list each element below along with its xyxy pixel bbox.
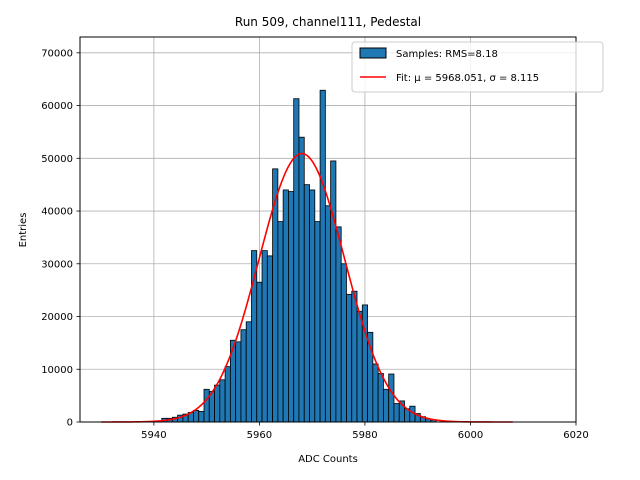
histogram-bar	[361, 304, 368, 423]
y-tick-label: 0	[67, 418, 73, 429]
x-tick-label: 5960	[247, 430, 272, 441]
histogram-bar	[224, 366, 231, 423]
legend: Samples: RMS=8.18 Fit: μ = 5968.051, σ =…	[351, 41, 604, 93]
y-axis-title: Entries	[18, 213, 29, 248]
x-axis-title: ADC Counts	[298, 454, 358, 465]
y-tick-label: 30000	[41, 259, 73, 270]
y-tick-label: 70000	[41, 48, 73, 59]
histogram-bar	[335, 226, 342, 423]
histogram-bar	[219, 379, 226, 423]
x-tick-label: 6020	[563, 430, 588, 441]
fit-curve	[101, 152, 513, 423]
y-tick-label: 60000	[41, 101, 73, 112]
legend-histogram-swatch	[359, 47, 387, 59]
histogram-bar	[240, 329, 247, 423]
x-tick-label: 6000	[458, 430, 483, 441]
x-axis: 5940 5960 5980 6000 6020	[141, 422, 589, 441]
histogram-bar	[214, 384, 221, 423]
histogram-bar	[383, 388, 390, 423]
histogram-bars	[161, 89, 437, 423]
histogram-bar	[388, 373, 395, 423]
histogram-bar	[324, 205, 332, 423]
histogram-bar	[346, 293, 353, 423]
histogram-bar	[261, 250, 268, 423]
histogram-bar	[372, 363, 379, 423]
histogram-bar	[314, 221, 321, 423]
histogram-bar	[330, 160, 337, 423]
y-axis: 0 10000 20000 30000 40000 50000 60000 70000	[41, 48, 80, 429]
histogram-bar	[198, 411, 205, 423]
histogram-bar	[303, 184, 310, 423]
histogram-bar	[288, 191, 295, 423]
x-tick-label: 5940	[141, 430, 166, 441]
fit-curve-layer	[101, 152, 513, 423]
histogram-bar	[266, 255, 273, 423]
histogram-bar	[245, 321, 252, 423]
histogram-bar	[277, 221, 284, 423]
histogram-bar	[319, 89, 326, 423]
y-tick-label: 50000	[41, 154, 73, 165]
histogram-bar	[293, 98, 300, 423]
histogram-bar	[309, 189, 316, 423]
histogram-bar	[282, 189, 289, 423]
legend-fit-label: Fit: μ = 5968.051, σ = 8.115	[396, 73, 539, 84]
chart-title: Run 509, channel111, Pedestal	[235, 15, 421, 29]
histogram-bar	[356, 310, 363, 423]
histogram-bar	[351, 290, 358, 423]
histogram-bar	[393, 403, 400, 423]
histogram-bar	[235, 341, 242, 423]
histogram-bar	[298, 136, 305, 423]
histogram-bar	[203, 388, 210, 423]
x-tick-label: 5980	[352, 430, 377, 441]
legend-histogram-label: Samples: RMS=8.18	[396, 49, 498, 60]
y-tick-label: 10000	[41, 365, 73, 376]
histogram-bar	[340, 263, 347, 423]
y-tick-label: 40000	[41, 207, 73, 218]
histogram-bar	[256, 281, 263, 423]
y-tick-label: 20000	[41, 312, 73, 323]
histogram-bar	[193, 409, 200, 423]
legend-box	[351, 41, 604, 93]
histogram-bar	[377, 373, 384, 423]
plot-frame	[79, 36, 577, 423]
